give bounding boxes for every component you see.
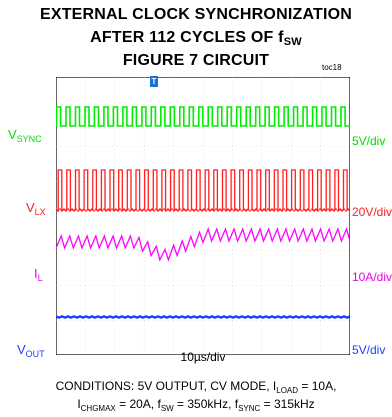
vlx-label: VLX [26, 200, 46, 217]
chart-title-line2: AFTER 112 CYCLES OF fSW [90, 29, 302, 48]
chart-title-line1: EXTERNAL CLOCK SYNCHRONIZATION [39, 6, 353, 23]
plot-traces [56, 106, 350, 319]
figure-tag: toc18 [322, 63, 342, 72]
chart-title-line3: FIGURE 7 CIRCUIT [122, 52, 270, 69]
vout-label: VOUT [17, 342, 45, 359]
timebase-label: 10µs/div [180, 350, 226, 364]
scope-plot [56, 77, 350, 355]
trigger-marker: T [150, 76, 158, 87]
conditions-line1: CONDITIONS: 5V OUTPUT, CV MODE, ILOAD = … [55, 379, 337, 395]
vsync-scale: 5V/div [352, 134, 386, 148]
trace-il [56, 226, 350, 262]
il-label: IL [34, 266, 43, 283]
vout-scale: 5V/div [352, 343, 386, 357]
trace-vsync [56, 106, 350, 127]
trace-vout [56, 315, 350, 319]
conditions-line2: ICHGMAX = 20A, fSW = 350kHz, fSYNC = 315… [77, 397, 315, 413]
il-scale: 10A/div [352, 270, 392, 284]
vsync-label: VSYNC [8, 127, 42, 144]
vlx-scale: 20V/div [352, 205, 392, 219]
trace-vlx-baseline [56, 207, 350, 213]
